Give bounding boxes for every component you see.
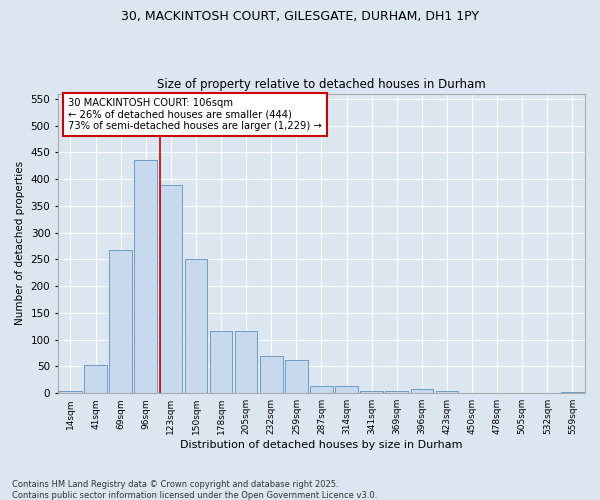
Bar [285, 360, 308, 393]
Bar [361, 390, 383, 393]
Text: 30, MACKINTOSH COURT, GILESGATE, DURHAM, DH1 1PY: 30, MACKINTOSH COURT, GILESGATE, DURHAM,… [121, 10, 479, 23]
Bar [160, 184, 182, 393]
Y-axis label: Number of detached properties: Number of detached properties [15, 162, 25, 326]
Bar [461, 392, 484, 393]
Bar [59, 391, 82, 393]
Bar [210, 331, 232, 393]
Bar [134, 160, 157, 393]
Bar [235, 331, 257, 393]
Bar [84, 366, 107, 393]
Bar [310, 386, 333, 393]
Bar [335, 386, 358, 393]
Text: Contains HM Land Registry data © Crown copyright and database right 2025.
Contai: Contains HM Land Registry data © Crown c… [12, 480, 377, 500]
Bar [436, 391, 458, 393]
X-axis label: Distribution of detached houses by size in Durham: Distribution of detached houses by size … [180, 440, 463, 450]
Bar [109, 250, 132, 393]
Title: Size of property relative to detached houses in Durham: Size of property relative to detached ho… [157, 78, 486, 91]
Bar [561, 392, 584, 393]
Bar [385, 390, 408, 393]
Bar [410, 389, 433, 393]
Bar [260, 356, 283, 393]
Text: 30 MACKINTOSH COURT: 106sqm
← 26% of detached houses are smaller (444)
73% of se: 30 MACKINTOSH COURT: 106sqm ← 26% of det… [68, 98, 322, 132]
Bar [185, 260, 207, 393]
